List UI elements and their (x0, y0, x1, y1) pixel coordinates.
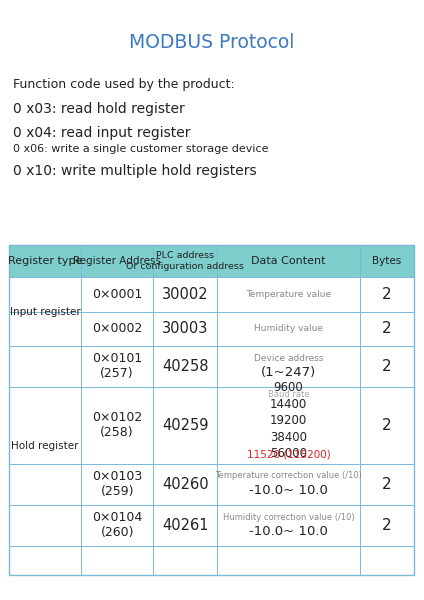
Text: MODBUS Protocol: MODBUS Protocol (129, 32, 295, 52)
Text: 0×0002: 0×0002 (92, 322, 142, 335)
Text: 0×0001: 0×0001 (92, 288, 142, 301)
Text: 0 x06: write a single customer storage device: 0 x06: write a single customer storage d… (13, 144, 268, 154)
Text: 0×0101
(257): 0×0101 (257) (92, 352, 142, 380)
Text: PLC address
Or configuration address: PLC address Or configuration address (126, 251, 244, 271)
Bar (9, 245, 414, 277)
Text: 9600
14400
19200
38400
56000: 9600 14400 19200 38400 56000 (270, 381, 307, 460)
Text: 2: 2 (382, 477, 392, 492)
Text: Function code used by the product:: Function code used by the product: (13, 78, 234, 91)
Text: -10.0~ 10.0: -10.0~ 10.0 (249, 525, 328, 538)
Text: 2: 2 (382, 287, 392, 302)
Text: 2: 2 (382, 418, 392, 433)
Text: Input register: Input register (10, 307, 81, 317)
Text: Register Address: Register Address (73, 256, 161, 266)
Text: -10.0~ 10.0: -10.0~ 10.0 (249, 484, 328, 497)
Text: Hold register: Hold register (11, 441, 79, 451)
Bar (9, 245, 414, 575)
Text: Baud rate: Baud rate (268, 390, 309, 399)
Text: (1~247): (1~247) (261, 365, 316, 379)
Text: 11520 (115200): 11520 (115200) (247, 449, 330, 460)
Text: 30002: 30002 (162, 287, 209, 302)
Text: 0 x10: write multiple hold registers: 0 x10: write multiple hold registers (13, 164, 257, 178)
Text: Register type: Register type (8, 256, 82, 266)
Text: 0×0104
(260): 0×0104 (260) (92, 511, 142, 539)
Text: 2: 2 (382, 518, 392, 533)
Text: 40258: 40258 (162, 359, 209, 374)
Text: Temperature value: Temperature value (246, 290, 331, 299)
Text: Humidity value: Humidity value (254, 324, 323, 333)
Text: Data Content: Data Content (251, 256, 326, 266)
Text: 40261: 40261 (162, 518, 209, 533)
Text: Temperature correction value (/10): Temperature correction value (/10) (215, 472, 362, 481)
Text: 0 x04: read input register: 0 x04: read input register (13, 126, 190, 140)
Text: 0 x03: read hold register: 0 x03: read hold register (13, 102, 184, 116)
Text: Device address: Device address (254, 355, 323, 364)
Text: 0×0103
(259): 0×0103 (259) (92, 470, 142, 498)
Text: 30003: 30003 (162, 321, 208, 336)
Text: Humidity correction value (/10): Humidity correction value (/10) (223, 512, 354, 521)
Text: 0×0102
(258): 0×0102 (258) (92, 411, 142, 439)
Text: 40260: 40260 (162, 477, 209, 492)
Text: Bytes: Bytes (372, 256, 402, 266)
Text: 2: 2 (382, 321, 392, 336)
Text: 2: 2 (382, 359, 392, 374)
Text: 40259: 40259 (162, 418, 209, 433)
